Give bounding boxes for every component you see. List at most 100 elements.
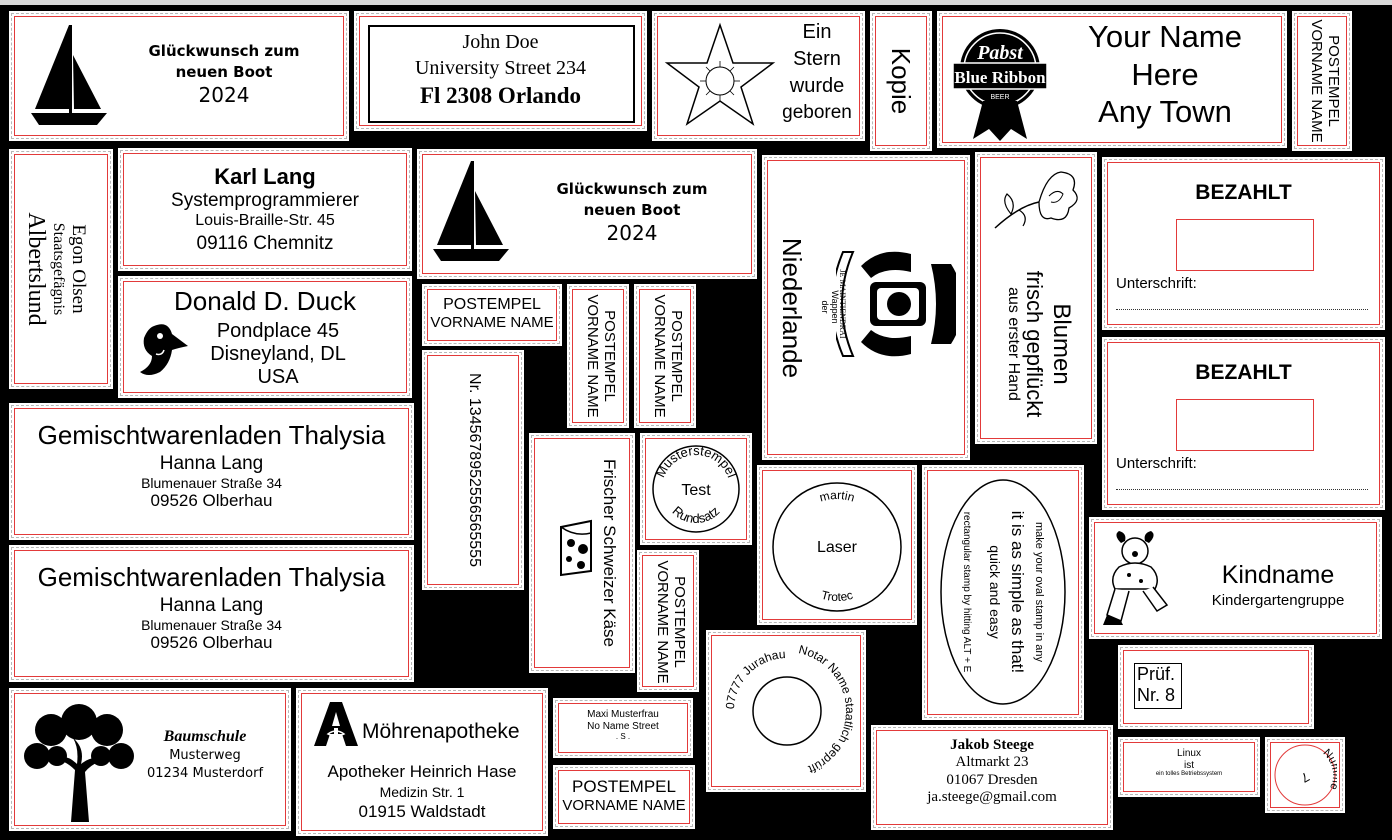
thalysia-2-name: Hanna Lang — [159, 594, 264, 616]
svg-text:Notar Name staatlich geprüft: Notar Name staatlich geprüft — [797, 642, 857, 777]
sailboat-icon — [31, 25, 107, 125]
boot2-year: 2024 — [606, 220, 658, 245]
thalysia-2-city: 09526 Olberhau — [150, 632, 273, 652]
laser-circle: martin Trotec Laser — [772, 482, 902, 612]
stern-l4: geboren — [782, 102, 852, 123]
svg-text:07777 Jurahausen: 07777 Jurahausen — [716, 640, 786, 710]
baum-city: 01234 Musterdorf — [146, 766, 264, 782]
pabst-l3: Any Town — [1098, 94, 1232, 130]
oval-inner: rectangular stamp by hitting ALT + E — [961, 512, 972, 673]
bezahlt-2-sig-line — [1116, 477, 1368, 490]
stamp-blumen[interactable]: Blumen frisch gepflückt aus erster Hand — [975, 152, 1097, 444]
stamp-oval[interactable]: it is as simple as that! quick and easy … — [922, 465, 1084, 720]
donald-street: Pondplace 45 — [216, 320, 340, 342]
boot-year: 2024 — [198, 82, 250, 107]
postempel-1-text: POSTEMPEL VORNAME NAME — [1302, 11, 1342, 151]
maxi-l1: Maxi Musterfrau — [587, 709, 659, 720]
stamp-boot-1[interactable]: Glückwunsch zum neuen Boot 2024 — [9, 11, 349, 141]
postempel-4-text: POSTEMPEL VORNAME NAME — [645, 285, 685, 427]
kopie-text: Kopie — [886, 47, 916, 115]
kind-name: Kindname — [1221, 561, 1335, 589]
stamp-postempel-5[interactable]: POSTEMPEL VORNAME NAME — [637, 550, 699, 692]
oval-stamp: it is as simple as that! quick and easy … — [940, 479, 1066, 705]
laser-top: martin — [818, 488, 856, 505]
karl-job: Systemprogrammierer — [171, 190, 359, 212]
stamp-egon[interactable]: Egon Olsen Staatsgefägnis Albertslund — [9, 149, 113, 389]
bezahlt-1-sig-line — [1116, 297, 1368, 310]
duck-icon — [140, 324, 188, 375]
stamp-pruef[interactable]: Prüf. Nr. 8 — [1118, 645, 1314, 729]
stamp-maxi[interactable]: Maxi Musterfrau No Name Street . S . — [553, 698, 693, 758]
postempel-6-l2: VORNAME NAME — [562, 796, 686, 814]
stamp-laser[interactable]: martin Trotec Laser — [757, 465, 917, 625]
apotheke-name: Möhrenapotheke — [362, 720, 520, 743]
stamp-notar[interactable]: Notar Name staatlich geprüft 07777 Jurah… — [706, 630, 866, 792]
stamp-donald[interactable]: Donald D. Duck Pondplace 45 Disneyland, … — [118, 276, 412, 398]
stamp-boot-2[interactable]: Glückwunsch zum neuen Boot 2024 — [417, 149, 757, 279]
donald-city: Disneyland, DL — [210, 343, 346, 365]
notar-circle: Notar Name staatlich geprüft 07777 Jurah… — [716, 640, 857, 777]
stamp-karl[interactable]: Karl Lang Systemprogrammierer Louis-Brai… — [118, 148, 412, 271]
stamp-jakob[interactable]: Jakob Steege Altmarkt 23 01067 Dresden j… — [871, 725, 1113, 830]
thalysia-1-name: Hanna Lang — [159, 452, 264, 474]
tree-icon — [24, 704, 134, 822]
boot-line-1: Glückwunsch zum — [148, 42, 300, 60]
karl-name: Karl Lang — [214, 164, 316, 189]
pabst-l1: Your Name — [1088, 19, 1242, 54]
stamp-kind[interactable]: Kindname Kindergartengruppe — [1089, 517, 1382, 639]
stamp-bezahlt-2[interactable]: BEZAHLT Unterschrift: — [1102, 337, 1385, 510]
kind-group: Kindergartengruppe — [1211, 591, 1345, 609]
stamp-kopie[interactable]: Kopie — [870, 11, 932, 151]
boot2-line-1: Glückwunsch zum — [556, 180, 708, 198]
stamp-john-doe[interactable]: John Doe University Street 234 Fl 2308 O… — [354, 11, 647, 131]
stamp-postempel-2[interactable]: POSTEMPEL VORNAME NAME — [422, 284, 562, 346]
nummer-num: 7 — [1298, 769, 1312, 786]
donald-name: Donald D. Duck — [173, 286, 357, 316]
bezahlt-1-box — [1176, 219, 1314, 271]
stamp-apotheke[interactable]: Möhrenapotheke Apotheker Heinrich Hase M… — [296, 688, 548, 836]
stamp-baum[interactable]: Baumschule Musterweg 01234 Musterdorf — [9, 688, 291, 831]
stamp-nr[interactable]: Nr. 1345678952556565555 — [422, 350, 524, 590]
stamp-niederlande[interactable]: Niederlande Wappen der JE MAINTIENDRAI — [762, 155, 970, 460]
maxi-l2: No Name Street — [587, 720, 659, 732]
thalysia-2-street: Blumenauer Straße 34 — [141, 616, 282, 633]
stamp-stern[interactable]: Ein Stern wurde geboren — [652, 11, 865, 141]
address-frame — [368, 25, 635, 123]
thalysia-1-title: Gemischtwarenladen Thalysia — [37, 420, 386, 450]
stamp-bezahlt-1[interactable]: BEZAHLT Unterschrift: — [1102, 157, 1385, 330]
stamp-schweizer[interactable]: Frischer Schweizer Käse — [529, 433, 635, 673]
stamp-postempel-3[interactable]: POSTEMPEL VORNAME NAME — [567, 284, 629, 428]
john-street: University Street 234 — [414, 57, 587, 79]
jakob-street: Altmarkt 23 — [955, 754, 1029, 771]
svg-text:Rundsatz: Rundsatz — [670, 503, 723, 526]
stamp-postempel-4[interactable]: POSTEMPEL VORNAME NAME — [634, 284, 696, 428]
oval-l1: it is as simple as that! — [1008, 511, 1027, 674]
stamp-pabst[interactable]: Pabst Blue Ribbon BEER Your Name Here An… — [937, 11, 1287, 148]
stamp-muster[interactable]: Musterstempel Rundsatz Test — [640, 433, 752, 545]
stamp-thalysia-1[interactable]: Gemischtwarenladen Thalysia Hanna Lang B… — [9, 403, 414, 540]
muster-bottom: Rundsatz — [670, 503, 723, 526]
john-name: John Doe — [462, 31, 539, 53]
karl-street: Louis-Braille-Str. 45 — [195, 212, 335, 230]
stern-l1: Ein — [802, 21, 832, 43]
stamp-thalysia-2[interactable]: Gemischtwarenladen Thalysia Hanna Lang B… — [9, 545, 414, 682]
stamp-linux[interactable]: Linux ist ein tolles Betriebssystem — [1118, 737, 1260, 797]
baum-title: Baumschule — [163, 728, 247, 745]
stamp-postempel-1[interactable]: POSTEMPEL VORNAME NAME — [1292, 11, 1352, 151]
postempel-2-l1: POSTEMPEL — [443, 296, 541, 313]
coat-of-arms-icon: JE MAINTIENDRAI — [836, 251, 956, 357]
thalysia-1-city: 09526 Olberhau — [150, 490, 273, 510]
stern-l3: wurde — [789, 75, 845, 97]
boot2-line-2: neuen Boot — [583, 201, 681, 220]
notar-inner: 07777 Jurahausen — [716, 640, 786, 710]
stamp-nummer[interactable]: Nummer 7 — [1265, 737, 1345, 813]
coat-motto: JE MAINTIENDRAI — [838, 269, 847, 338]
postempel-6-l1: POSTEMPEL — [572, 777, 676, 796]
stamp-postempel-6[interactable]: POSTEMPEL VORNAME NAME — [553, 765, 695, 829]
laser-bottom: Trotec — [820, 588, 855, 604]
nummer-circle: Nummer 7 — [1274, 743, 1337, 806]
postempel-5-l2: VORNAME NAME — [653, 560, 671, 684]
laser-center: Laser — [817, 539, 858, 556]
niederlande-big: Niederlande — [777, 237, 807, 379]
pabst-l2: Here — [1131, 56, 1199, 92]
